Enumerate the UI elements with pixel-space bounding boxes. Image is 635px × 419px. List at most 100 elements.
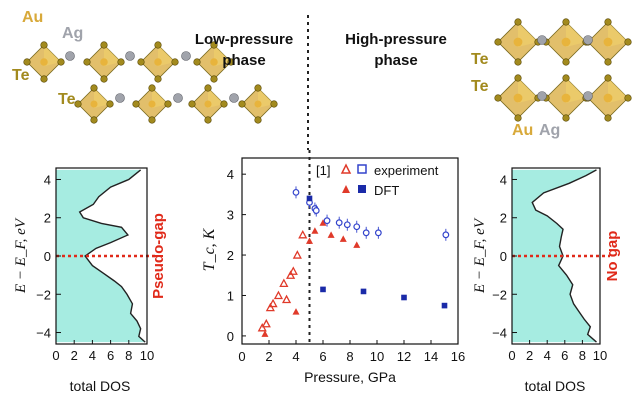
dos-left-ylabel: E − E_F, eV (13, 217, 29, 294)
tc-xtick: 6 (319, 349, 326, 364)
ag-atom (115, 93, 125, 103)
crystal-structure-high-pressure: Te Te Au Ag (471, 18, 632, 139)
dos-right-ytick: 2 (500, 211, 507, 226)
au-te-octahedron (188, 84, 228, 124)
phase-title-low-line2: phase (222, 52, 265, 69)
au-te-octahedron (542, 74, 590, 122)
dos-left-xtick: 10 (140, 348, 154, 363)
dos-left-gap-label: Pseudo-gap (150, 213, 167, 299)
data-point-experiment-low (292, 250, 302, 259)
data-point-experiment-low (298, 229, 308, 239)
tc-xtick: 4 (292, 349, 299, 364)
dos-left-ytick: 0 (44, 249, 51, 264)
ag-atom (173, 93, 183, 103)
tc-xtick: 14 (424, 349, 438, 364)
dos-left-xtick: 6 (107, 348, 114, 363)
dos-right-xlabel: total DOS (525, 378, 586, 394)
ag-atom (583, 35, 593, 45)
data-point-experiment-low (279, 278, 289, 287)
atom-label-te-left-2: Te (58, 91, 76, 108)
data-point-dft-low (327, 231, 335, 238)
dos-curve-right (531, 169, 597, 343)
au-te-octahedron (137, 41, 179, 83)
dos-left-xtick: 4 (89, 348, 96, 363)
au-te-octahedron (132, 84, 172, 124)
dos-curve-left (78, 169, 146, 343)
dos-right-ylabel: E − E_F, eV (472, 217, 488, 294)
legend-dft: DFT (374, 183, 399, 198)
legend-ref: [1] (316, 163, 330, 178)
dos-fill-left (56, 169, 146, 343)
data-point-dft-low (339, 235, 347, 242)
phase-title-low-line1: Low-pressure (195, 31, 293, 48)
data-point-experiment-high (374, 229, 382, 237)
data-point-experiment-high (312, 207, 320, 214)
data-point-experiment-high (442, 231, 450, 239)
data-point-experiment-low (265, 302, 275, 312)
dos-left-ytick: −4 (36, 326, 51, 341)
tc-ytick: 3 (227, 208, 234, 223)
data-point-experiment-high (353, 223, 361, 231)
au-te-octahedron (193, 41, 235, 83)
data-point-dft-low (261, 330, 269, 337)
data-point-experiment-low (268, 298, 278, 308)
ag-atom (229, 93, 239, 103)
dos-left-xlabel: total DOS (70, 378, 131, 394)
dos-left-ytick: 4 (44, 172, 51, 187)
tc-ytick: 1 (227, 288, 234, 303)
dos-right-xtick: 2 (526, 348, 533, 363)
phase-title-high-line1: High-pressure (345, 31, 447, 48)
tc-ytick: 4 (227, 167, 234, 182)
ag-atom (537, 35, 547, 45)
data-point-dft-high (401, 294, 407, 301)
au-te-octahedron (542, 18, 590, 66)
data-point-experiment-low (288, 266, 298, 275)
tc-ytick: 2 (227, 248, 234, 263)
crystal-structure-low-pressure: Au Ag Te Te (12, 9, 278, 124)
data-point-experiment-low (281, 294, 292, 304)
dos-right-xtick: 8 (579, 348, 586, 363)
atom-label-ag-left: Ag (62, 25, 83, 42)
ag-atom (181, 51, 191, 61)
data-point-dft-high (320, 286, 326, 293)
data-point-experiment-high (343, 221, 351, 229)
au-te-octahedron (584, 18, 632, 66)
dos-right-ytick: −2 (492, 287, 507, 302)
au-te-octahedron (584, 74, 632, 122)
tc-legend: [1] experiment DFT (316, 163, 439, 198)
data-point-experiment-high (362, 229, 370, 237)
au-te-octahedron (74, 84, 114, 124)
dos-left-xtick: 8 (125, 348, 132, 363)
legend-marker-filled-triangle (342, 185, 350, 193)
tc-xlabel: Pressure, GPa (304, 369, 396, 385)
data-point-dft-low (292, 308, 300, 315)
tc-xtick: 0 (238, 349, 245, 364)
tc-xtick: 2 (265, 349, 272, 364)
au-te-octahedron (83, 41, 125, 83)
tc-xtick: 8 (346, 349, 353, 364)
data-point-experiment-low (257, 322, 267, 332)
dos-right-xtick: 4 (544, 348, 551, 363)
ag-atom (583, 91, 593, 101)
data-point-experiment-high (323, 217, 331, 225)
data-point-dft-high (441, 302, 448, 309)
dos-right-xtick: 0 (508, 348, 515, 363)
dos-panel-left: 420−2−40 2 4 6 8 10 total DOS E − E_F, eV Pse… (13, 167, 167, 394)
dos-right-ytick: 4 (500, 172, 507, 187)
data-point-dft-low (306, 237, 313, 244)
data-point-dft-low (311, 227, 319, 234)
au-te-octahedron (238, 84, 278, 124)
ag-atom (65, 51, 75, 61)
data-point-dft-low (319, 219, 327, 226)
data-point-experiment-low (286, 270, 296, 279)
data-point-experiment-low (273, 290, 284, 300)
dos-panel-right: 420−2−40 2 4 6 8 10 total DOS E − E_F, eV No … (472, 167, 621, 394)
legend-marker-open-square (357, 164, 367, 174)
legend-experiment: experiment (374, 163, 439, 178)
dos-left-ytick: 2 (44, 211, 51, 226)
dos-right-xtick: 10 (593, 348, 607, 363)
ag-atom (537, 91, 547, 101)
